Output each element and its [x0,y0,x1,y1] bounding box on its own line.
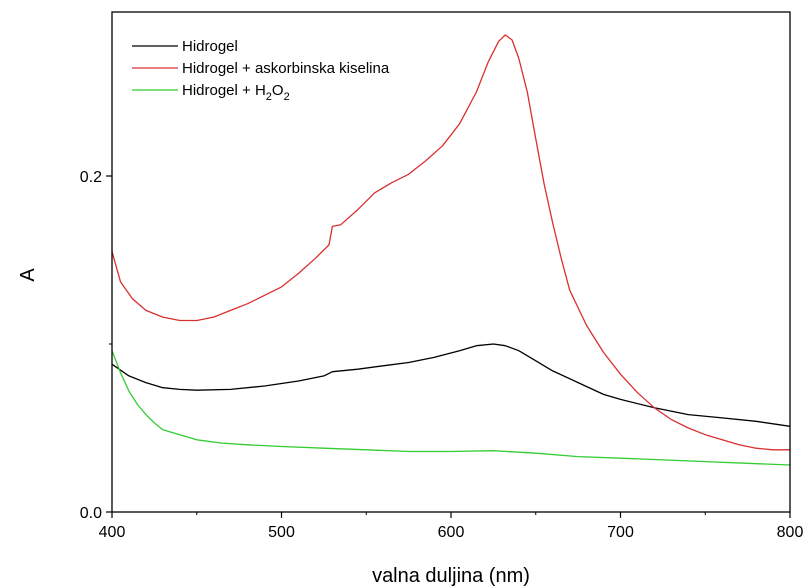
x-tick-label: 800 [777,524,804,541]
series-line-3 [111,350,791,466]
x-tick-label: 400 [99,524,126,541]
series-line-1 [111,343,791,427]
legend-label-h2o2: Hidrogel + H2O2 [182,82,290,103]
x-axis-ticks: 400 500 600 700 800 [99,512,804,541]
x-tick-label: 700 [607,524,634,541]
legend-label-hidrogel: Hidrogel [182,38,238,55]
y-tick-label: 0.2 [80,169,102,186]
legend-label-askorbinska: Hidrogel + askorbinska kiselina [182,60,390,77]
series-line-2 [111,34,790,451]
y-tick-label: 0.0 [80,505,102,522]
x-axis-title: valna duljina (nm) [372,565,530,587]
series-layer [111,34,791,466]
x-tick-label: 500 [268,524,295,541]
legend: Hidrogel Hidrogel + askorbinska kiselina… [132,38,390,103]
y-axis-ticks: 0.0 0.2 [80,169,112,522]
x-tick-label: 600 [438,524,465,541]
y-axis-title: A [17,268,39,282]
